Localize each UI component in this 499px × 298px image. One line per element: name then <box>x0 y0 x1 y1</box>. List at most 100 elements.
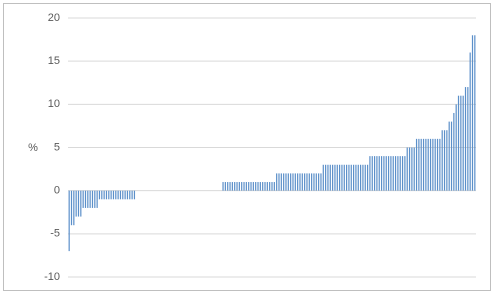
bar <box>436 138 439 191</box>
bar <box>439 138 441 191</box>
bar <box>238 182 240 191</box>
bar <box>264 182 266 191</box>
bar <box>369 156 371 191</box>
bar <box>304 173 306 191</box>
bar <box>269 182 271 191</box>
bar <box>108 190 110 200</box>
bar <box>271 182 273 191</box>
bar <box>243 182 245 191</box>
bar <box>283 173 285 191</box>
bar <box>297 173 299 191</box>
bar <box>474 35 476 191</box>
bar <box>380 156 383 191</box>
bar <box>415 138 418 191</box>
bar <box>401 156 404 191</box>
bar <box>89 190 91 208</box>
y-tick-label: -10 <box>44 271 60 283</box>
y-tick-label: -5 <box>50 228 60 240</box>
bar <box>227 182 229 191</box>
bar <box>362 164 364 191</box>
bar <box>75 190 77 217</box>
bar <box>77 190 80 217</box>
bar <box>469 52 471 191</box>
bar <box>290 173 292 191</box>
bar <box>329 164 331 191</box>
bar <box>322 164 324 191</box>
bar <box>126 190 129 200</box>
bar <box>320 173 322 191</box>
bar <box>70 190 73 226</box>
bar <box>373 156 376 191</box>
bar <box>462 95 464 191</box>
bar <box>231 182 233 191</box>
bar <box>387 156 390 191</box>
bar <box>87 190 89 208</box>
bar <box>450 121 453 191</box>
bar <box>73 190 75 226</box>
bar <box>103 190 105 200</box>
bar <box>429 138 432 191</box>
bar <box>378 156 380 191</box>
bar <box>413 147 415 191</box>
bar <box>432 138 434 191</box>
bar <box>124 190 126 200</box>
bar <box>420 138 422 191</box>
bar <box>343 164 345 191</box>
bar <box>255 182 257 191</box>
bar <box>122 190 124 200</box>
bar <box>406 147 408 191</box>
bar <box>82 190 84 208</box>
bar <box>422 138 425 191</box>
bar <box>308 173 310 191</box>
bar <box>325 164 327 191</box>
bar <box>278 173 280 191</box>
bar <box>252 182 254 191</box>
bar <box>392 156 394 191</box>
bar <box>464 87 467 191</box>
bar <box>411 147 413 191</box>
bar <box>91 190 94 208</box>
bar <box>110 190 112 200</box>
bar <box>397 156 399 191</box>
bar <box>259 182 261 191</box>
bar <box>306 173 308 191</box>
bar <box>394 156 397 191</box>
bar <box>318 173 320 191</box>
bar <box>131 190 133 200</box>
bar <box>408 147 411 191</box>
bar <box>301 173 303 191</box>
bar <box>313 173 315 191</box>
bar <box>418 138 420 191</box>
bar <box>224 182 226 191</box>
bar <box>276 173 278 191</box>
bar <box>241 182 243 191</box>
bar <box>119 190 122 200</box>
bar <box>280 173 282 191</box>
bar <box>471 35 474 191</box>
bar <box>441 130 443 191</box>
bar <box>448 121 450 191</box>
bar <box>294 173 296 191</box>
y-axis-label: % <box>28 142 38 154</box>
bar <box>385 156 387 191</box>
bar <box>262 182 264 191</box>
bar <box>245 182 247 191</box>
bar <box>250 182 252 191</box>
y-tick-label: 5 <box>54 141 60 153</box>
bar <box>339 164 341 191</box>
bar <box>133 190 136 200</box>
bar <box>257 182 259 191</box>
bar <box>376 156 378 191</box>
bar <box>353 164 355 191</box>
bar <box>327 164 329 191</box>
y-tick-label: 15 <box>48 55 60 67</box>
y-tick-label: 20 <box>48 12 60 24</box>
bar <box>460 95 462 191</box>
bar <box>248 182 250 191</box>
bar <box>112 190 115 200</box>
bar <box>287 173 289 191</box>
bar <box>404 156 406 191</box>
bar <box>390 156 392 191</box>
bar <box>236 182 238 191</box>
